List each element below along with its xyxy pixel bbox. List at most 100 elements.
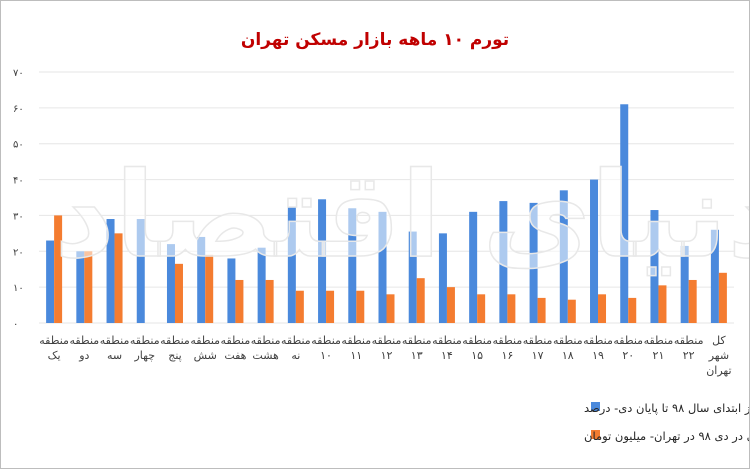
bar-series-2	[598, 294, 607, 323]
bar-series-2	[84, 251, 93, 323]
x-tick-label: ۱۰	[320, 349, 332, 362]
x-tick-label: منطقه	[341, 334, 371, 347]
x-tick-label: نه	[291, 349, 300, 362]
legend-label: متوسط قیمت هر مترمربع واحد مسکونی در دی …	[584, 429, 749, 444]
x-tick-label: منطقه	[311, 334, 341, 347]
x-tick-label: منطقه	[100, 334, 130, 347]
bar-series-1	[318, 199, 327, 323]
bar-series-1	[680, 245, 689, 323]
bar-series-2	[628, 297, 637, 323]
x-tick-label: ۱۳	[411, 349, 423, 362]
bar-series-2	[265, 279, 274, 323]
x-tick-label: منطقه	[674, 334, 704, 347]
x-tick-label: یک	[48, 349, 61, 362]
x-tick-label: دو	[78, 349, 89, 362]
bar-series-2	[386, 294, 395, 323]
x-tick-label: منطقه	[523, 334, 553, 347]
x-tick-label: شهر	[708, 349, 729, 362]
bar-series-1	[76, 251, 85, 323]
y-tick-label: ۷۰	[13, 68, 24, 79]
y-tick-label: ۶۰	[13, 104, 24, 115]
x-tick-label: منطقه	[372, 334, 402, 347]
x-tick-label: پنج	[168, 349, 181, 362]
bar-series-1	[529, 202, 538, 323]
x-tick-label: شش	[194, 349, 217, 362]
x-tick-label: منطقه	[281, 334, 311, 347]
bar-series-2	[658, 285, 667, 323]
x-tick-label: منطقه	[39, 334, 69, 347]
x-tick-label: چهار	[133, 349, 155, 362]
x-tick-label: منطقه	[493, 334, 523, 347]
legend-swatch	[591, 402, 600, 411]
x-tick-label: ۱۷	[532, 349, 544, 362]
bar-series-2	[567, 299, 576, 323]
bar-series-1	[620, 104, 629, 324]
x-tick-label: تهران	[706, 364, 731, 377]
bar-series-2	[477, 294, 486, 323]
x-tick-label: منطقه	[221, 334, 251, 347]
bar-series-1	[378, 211, 387, 323]
x-tick-label: منطقه	[462, 334, 492, 347]
x-tick-label: ۲۰	[622, 349, 634, 362]
x-tick-label: ۱۵	[471, 349, 483, 362]
x-tick-label: ۱۸	[562, 349, 574, 362]
x-tick-label: منطقه	[160, 334, 190, 347]
bar-series-1	[559, 190, 568, 323]
bar-series-2	[718, 272, 727, 323]
legend-swatch	[591, 430, 600, 439]
x-tick-label: منطقه	[251, 334, 281, 347]
bar-series-2	[537, 297, 546, 323]
y-tick-label: ۲۰	[13, 247, 24, 258]
bar-series-1	[710, 229, 719, 323]
x-tick-label: ۱۱	[350, 349, 362, 362]
x-tick-label: منطقه	[432, 334, 462, 347]
bar-series-1	[348, 208, 357, 323]
bar-series-1	[650, 210, 659, 323]
bar-series-1	[408, 231, 417, 323]
x-tick-label: ۲۲	[683, 349, 695, 362]
bar-series-1	[499, 201, 508, 323]
x-tick-label: کل	[712, 334, 726, 347]
bar-series-1	[46, 240, 55, 323]
bar-series-1	[438, 233, 447, 323]
bar-series-1	[136, 219, 145, 323]
y-tick-label: ۱۰	[13, 283, 24, 294]
x-tick-label: ۱۶	[501, 349, 513, 362]
x-tick-label: ۱۹	[592, 349, 604, 362]
bar-series-2	[205, 254, 214, 323]
x-tick-label: هفت	[224, 349, 246, 362]
bar-series-2	[114, 233, 123, 323]
bar-series-1	[106, 219, 115, 323]
bar-series-1	[469, 211, 478, 323]
y-tick-label: ۳۰	[13, 211, 24, 222]
y-tick-label: ۵۰	[13, 140, 24, 151]
bar-series-1	[590, 179, 599, 323]
legend-label: میزان تغییرات قیمت مسکن از ابتدای سال ۹۸…	[584, 401, 749, 416]
y-tick-label: ۴۰	[13, 176, 24, 187]
bar-series-2	[356, 290, 365, 323]
bar-series-2	[295, 290, 304, 323]
x-tick-label: منطقه	[553, 334, 583, 347]
bar-series-2	[446, 287, 455, 323]
x-tick-label: منطقه	[190, 334, 220, 347]
x-tick-label: منطقه	[583, 334, 613, 347]
bar-series-1	[287, 206, 296, 323]
bar-series-2	[326, 290, 335, 323]
bar-series-2	[416, 278, 425, 323]
bar-series-2	[688, 279, 697, 323]
chart-title: تورم ۱۰ ماهه بازار مسکن تهران	[241, 30, 509, 50]
bar-series-1	[197, 236, 206, 323]
x-tick-label: منطقه	[613, 334, 643, 347]
bar-series-2	[507, 294, 516, 323]
bar-series-2	[235, 279, 244, 323]
bar-series-1	[257, 247, 266, 323]
bar-series-2	[54, 215, 63, 323]
bar-series-2	[174, 263, 183, 323]
x-tick-label: منطقه	[130, 334, 160, 347]
x-tick-label: ۲۱	[653, 349, 665, 362]
x-tick-label: منطقه	[69, 334, 99, 347]
x-tick-label: منطقه	[644, 334, 674, 347]
bar-series-1	[166, 244, 175, 323]
